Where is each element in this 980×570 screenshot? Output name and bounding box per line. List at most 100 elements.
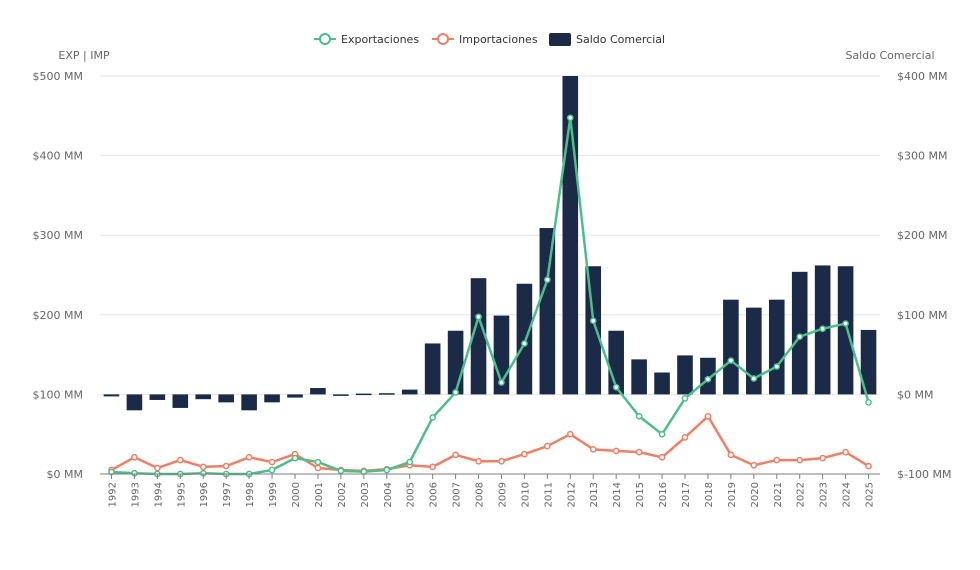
importaciones-point-1993[interactable] bbox=[131, 453, 138, 461]
exportaciones-point-2022[interactable] bbox=[796, 333, 804, 341]
exportaciones-point-2020[interactable] bbox=[750, 375, 758, 382]
legend-item-importaciones[interactable]: Importaciones bbox=[432, 33, 538, 46]
importaciones-point-1996[interactable] bbox=[199, 463, 207, 471]
exportaciones-point-2010[interactable] bbox=[521, 340, 528, 347]
importaciones-point-2019[interactable] bbox=[727, 451, 735, 459]
x-axis: 1992 1993 1994 1995 1996 1997 1998 1999 2000 2001… bbox=[100, 473, 880, 507]
importaciones-point-2001[interactable] bbox=[314, 464, 322, 472]
saldo-bar-2001[interactable] bbox=[310, 388, 326, 395]
saldo-bar-2022[interactable] bbox=[791, 271, 808, 395]
importaciones-point-2015[interactable] bbox=[635, 448, 643, 456]
exportaciones-point-2006[interactable] bbox=[429, 414, 436, 421]
saldo-bar-1998[interactable] bbox=[241, 394, 257, 411]
exportaciones-point-2001[interactable] bbox=[314, 458, 322, 466]
saldo-bar-2011[interactable] bbox=[539, 228, 556, 395]
exportaciones-point-2015[interactable] bbox=[635, 412, 643, 420]
saldo-bar-1997[interactable] bbox=[218, 394, 234, 403]
importaciones-point-1994[interactable] bbox=[154, 464, 161, 472]
exportaciones-point-2017[interactable] bbox=[681, 395, 689, 402]
saldo-bar-2019[interactable] bbox=[723, 299, 739, 395]
saldo-bar-2004[interactable] bbox=[378, 393, 395, 395]
importaciones-point-2013[interactable] bbox=[589, 445, 597, 453]
exportaciones-point-2011[interactable] bbox=[544, 276, 551, 284]
exportaciones-line bbox=[111, 116, 870, 476]
exportaciones-point-2012[interactable] bbox=[566, 114, 574, 122]
importaciones-point-2020[interactable] bbox=[750, 461, 758, 469]
exportaciones-point-2021[interactable] bbox=[773, 363, 781, 370]
saldo-bar-2017[interactable] bbox=[677, 355, 693, 395]
importaciones-point-2018[interactable] bbox=[704, 412, 712, 420]
right-y-axis: $-100 MM $0 MM $100 MM $200 MM $300 MM $400 M… bbox=[897, 70, 951, 481]
right-tick-label: $-100 MM bbox=[897, 468, 951, 481]
saldo-bar-2003[interactable] bbox=[356, 393, 372, 396]
exportaciones-point-2005[interactable] bbox=[406, 458, 414, 466]
x-tick-label: 1998 bbox=[245, 482, 256, 507]
saldo-bar-2005[interactable] bbox=[401, 389, 418, 395]
legend-item-exportaciones[interactable]: Exportaciones bbox=[314, 33, 419, 46]
saldo-bar-2024[interactable] bbox=[837, 266, 854, 395]
importaciones-point-2016[interactable] bbox=[658, 453, 666, 461]
saldo-bar-1996[interactable] bbox=[195, 394, 212, 400]
saldo-bar-2016[interactable] bbox=[654, 372, 670, 395]
exportaciones-point-2018[interactable] bbox=[704, 375, 712, 383]
saldo-bar-2013[interactable] bbox=[585, 266, 602, 395]
exportaciones-point-2009[interactable] bbox=[498, 379, 505, 386]
exportaciones-point-2014[interactable] bbox=[612, 383, 620, 391]
exportaciones-point-2003[interactable] bbox=[360, 468, 368, 475]
saldo-bar-1994[interactable] bbox=[149, 394, 166, 400]
importaciones-point-2010[interactable] bbox=[521, 450, 528, 458]
importaciones-point-2025[interactable] bbox=[865, 462, 872, 470]
saldo-bar-1992[interactable] bbox=[103, 394, 120, 397]
importaciones-point-2024[interactable] bbox=[842, 448, 849, 456]
exportaciones-point-2025[interactable] bbox=[865, 399, 872, 406]
left-tick-label: $200 MM bbox=[33, 309, 83, 322]
saldo-bar-2007[interactable] bbox=[447, 330, 464, 395]
importaciones-point-1995[interactable] bbox=[176, 456, 184, 464]
saldo-bar-1995[interactable] bbox=[172, 394, 189, 408]
importaciones-point-1997[interactable] bbox=[222, 462, 230, 470]
saldo-bar-2008[interactable] bbox=[470, 278, 487, 395]
importaciones-point-2006[interactable] bbox=[429, 463, 436, 471]
saldo-bar-2006[interactable] bbox=[424, 343, 441, 395]
exportaciones-point-2013[interactable] bbox=[589, 317, 597, 325]
exportaciones-point-2023[interactable] bbox=[819, 325, 826, 333]
saldo-bar-2025[interactable] bbox=[860, 329, 877, 395]
importaciones-point-2021[interactable] bbox=[773, 456, 781, 464]
importaciones-point-2017[interactable] bbox=[681, 434, 689, 441]
saldo-bar-1999[interactable] bbox=[264, 394, 280, 403]
exportaciones-point-2016[interactable] bbox=[658, 430, 666, 438]
exportaciones-point-2008[interactable] bbox=[475, 313, 482, 321]
importaciones-point-1998[interactable] bbox=[245, 453, 253, 461]
x-tick-label: 1993 bbox=[130, 482, 141, 507]
importaciones-point-2012[interactable] bbox=[566, 430, 574, 438]
importaciones-point-2008[interactable] bbox=[475, 457, 482, 465]
importaciones-point-2009[interactable] bbox=[498, 457, 505, 465]
exportaciones-point-2004[interactable] bbox=[383, 466, 391, 474]
saldo-bar-2020[interactable] bbox=[746, 307, 762, 395]
saldo-bar-1993[interactable] bbox=[126, 394, 143, 411]
importaciones-point-2007[interactable] bbox=[452, 451, 459, 459]
saldo-bar-2002[interactable] bbox=[333, 394, 349, 396]
importaciones-point-2014[interactable] bbox=[612, 447, 620, 455]
saldo-bar-2015[interactable] bbox=[631, 359, 647, 395]
importaciones-point-2011[interactable] bbox=[544, 442, 551, 450]
left-tick-label: $500 MM bbox=[33, 70, 83, 83]
legend-item-saldo-comercial[interactable]: Saldo Comercial bbox=[549, 33, 665, 46]
x-tick-label: 1996 bbox=[199, 482, 210, 507]
importaciones-point-2023[interactable] bbox=[819, 454, 826, 462]
exportaciones-point-2000[interactable] bbox=[291, 454, 299, 462]
x-tick-label: 2000 bbox=[291, 482, 302, 507]
exportaciones-point-2019[interactable] bbox=[727, 357, 735, 364]
importaciones-point-2022[interactable] bbox=[796, 456, 804, 464]
exportaciones-point-2007[interactable] bbox=[452, 389, 459, 396]
x-tick-label: 2018 bbox=[704, 482, 715, 507]
x-tick-label: 1995 bbox=[176, 482, 187, 507]
saldo-bar-2010[interactable] bbox=[516, 283, 533, 395]
importaciones-point-1999[interactable] bbox=[268, 458, 276, 466]
exportaciones-point-2002[interactable] bbox=[337, 467, 345, 475]
saldo-bar-2021[interactable] bbox=[768, 299, 785, 395]
exportaciones-point-2024[interactable] bbox=[842, 320, 849, 327]
exportaciones-point-1999[interactable] bbox=[268, 466, 276, 474]
x-tick-label: 2016 bbox=[658, 482, 669, 507]
saldo-bar-2000[interactable] bbox=[287, 394, 303, 398]
